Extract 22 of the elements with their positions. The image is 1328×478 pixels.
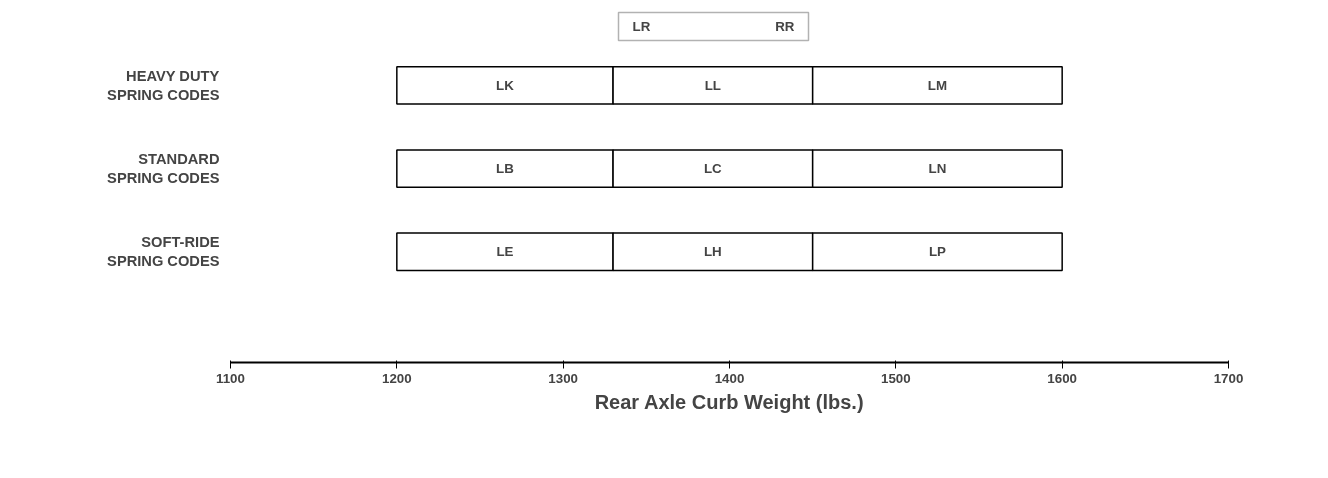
x-tick-label: 1300 bbox=[548, 370, 578, 386]
data-label: LB bbox=[496, 161, 515, 177]
y-tick-label: STANDARD SPRING CODES bbox=[107, 151, 220, 187]
y-tick-label: HEAVY DUTY SPRING CODES bbox=[107, 67, 220, 103]
data-label: LH bbox=[703, 244, 722, 260]
x-tick-label: 1100 bbox=[216, 370, 245, 386]
text: RR bbox=[775, 19, 795, 34]
data-label: LM bbox=[927, 77, 948, 93]
x-tick-label: 1500 bbox=[881, 370, 911, 386]
data-label: LP bbox=[928, 244, 947, 260]
data-label: LK bbox=[496, 77, 515, 93]
x-tick-label: 1700 bbox=[1213, 370, 1244, 386]
x-axis-title: Rear Axle Curb Weight (lbs.) bbox=[594, 390, 864, 413]
x-tick-label: 1200 bbox=[382, 370, 412, 386]
data-label: LC bbox=[703, 161, 723, 177]
text: LR bbox=[632, 19, 651, 34]
data-label: LE bbox=[496, 244, 514, 260]
x-tick-label: 1400 bbox=[714, 370, 745, 386]
data-label: LL bbox=[704, 77, 722, 93]
data-label: LN bbox=[928, 161, 947, 177]
y-tick-label: SOFT-RIDE SPRING CODES bbox=[107, 234, 220, 270]
x-tick-label: 1600 bbox=[1047, 370, 1077, 386]
